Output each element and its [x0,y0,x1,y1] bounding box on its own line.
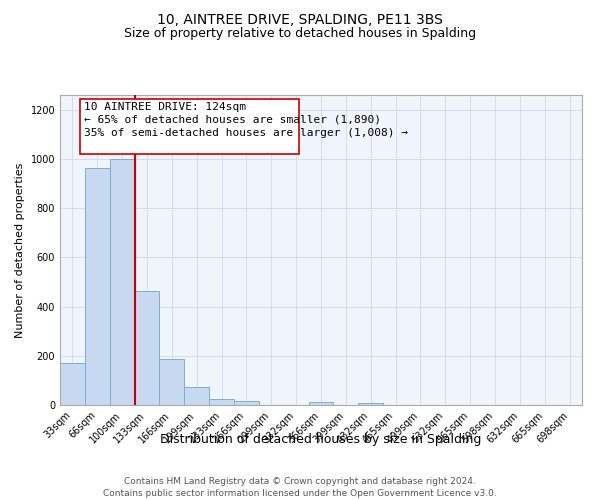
Text: Size of property relative to detached houses in Spalding: Size of property relative to detached ho… [124,28,476,40]
Y-axis label: Number of detached properties: Number of detached properties [15,162,25,338]
Bar [60,363,85,405]
Bar [234,400,259,405]
Bar [308,402,334,405]
Bar [85,168,110,405]
Bar [134,290,160,405]
Bar [209,399,234,405]
Text: Contains public sector information licensed under the Open Government Licence v3: Contains public sector information licen… [103,489,497,498]
Text: Distribution of detached houses by size in Spalding: Distribution of detached houses by size … [160,432,482,446]
Bar [160,360,184,405]
Bar [358,402,383,405]
Text: 10, AINTREE DRIVE, SPALDING, PE11 3BS: 10, AINTREE DRIVE, SPALDING, PE11 3BS [157,12,443,26]
Bar [110,159,134,405]
Bar [184,386,209,405]
Text: 10 AINTREE DRIVE: 124sqm
← 65% of detached houses are smaller (1,890)
35% of sem: 10 AINTREE DRIVE: 124sqm ← 65% of detach… [83,102,407,138]
Bar [80,98,299,154]
Text: Contains HM Land Registry data © Crown copyright and database right 2024.: Contains HM Land Registry data © Crown c… [124,478,476,486]
